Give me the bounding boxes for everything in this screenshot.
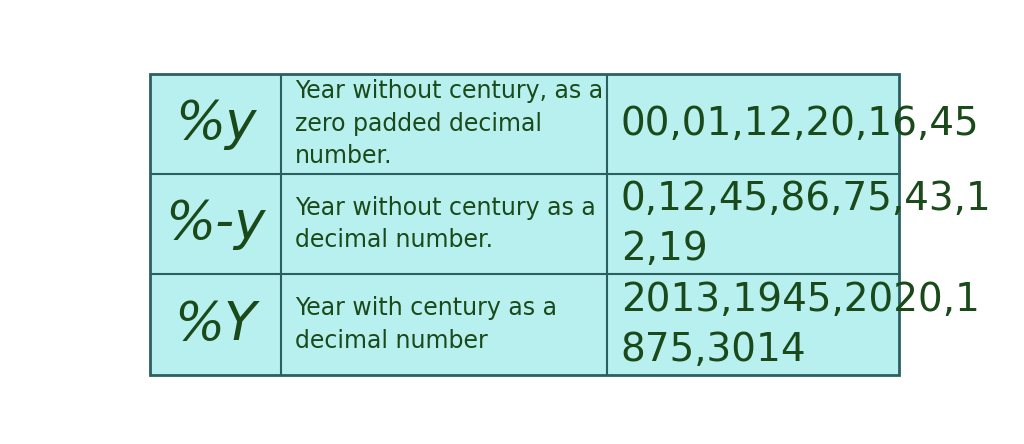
Bar [151, 74, 282, 174]
Bar [151, 174, 282, 274]
Bar [282, 274, 607, 375]
Text: %Y: %Y [174, 298, 257, 350]
Bar [607, 274, 899, 375]
Text: 0,12,45,86,75,43,1
2,19: 0,12,45,86,75,43,1 2,19 [621, 180, 991, 268]
Text: %-y: %-y [166, 198, 266, 250]
Text: Year without century, as a
zero padded decimal
number.: Year without century, as a zero padded d… [295, 79, 603, 168]
Bar [282, 174, 607, 274]
Bar [151, 74, 899, 375]
Bar [282, 74, 607, 174]
Bar [607, 74, 899, 174]
Text: Year with century as a
decimal number: Year with century as a decimal number [295, 296, 557, 353]
Text: %y: %y [175, 98, 256, 150]
Bar [151, 274, 282, 375]
Text: 00,01,12,20,16,45: 00,01,12,20,16,45 [621, 105, 979, 143]
Text: 2013,1945,2020,1
875,3014: 2013,1945,2020,1 875,3014 [621, 281, 980, 369]
Bar [607, 174, 899, 274]
Text: Year without century as a
decimal number.: Year without century as a decimal number… [295, 196, 596, 253]
